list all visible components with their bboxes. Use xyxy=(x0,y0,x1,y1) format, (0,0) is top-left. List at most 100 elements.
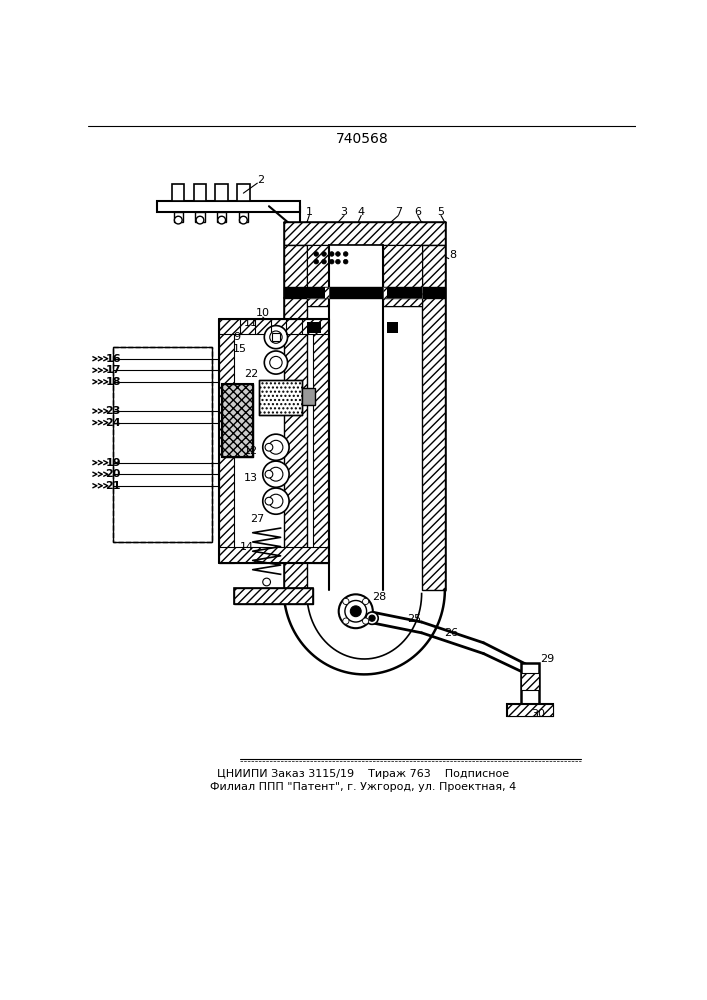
Bar xyxy=(383,287,421,298)
Text: 11: 11 xyxy=(244,318,258,328)
Circle shape xyxy=(345,600,367,622)
Circle shape xyxy=(218,216,226,224)
Circle shape xyxy=(263,461,289,487)
Circle shape xyxy=(263,578,271,586)
Bar xyxy=(421,245,445,590)
Bar xyxy=(521,673,539,690)
Bar xyxy=(301,388,315,405)
Bar xyxy=(307,287,329,298)
Circle shape xyxy=(366,612,378,624)
Bar xyxy=(113,347,212,542)
Text: 23: 23 xyxy=(105,406,121,416)
Circle shape xyxy=(265,497,273,505)
Bar xyxy=(284,222,445,245)
Bar xyxy=(234,588,313,604)
Bar xyxy=(307,245,329,306)
Circle shape xyxy=(343,618,349,624)
Bar xyxy=(259,380,301,415)
Circle shape xyxy=(363,598,369,605)
Bar xyxy=(234,588,313,604)
Bar xyxy=(507,704,554,716)
Bar xyxy=(313,319,329,563)
Bar xyxy=(383,287,421,298)
Text: ЦНИИПИ Заказ 3115/19    Тираж 763    Подписное: ЦНИИПИ Заказ 3115/19 Тираж 763 Подписное xyxy=(216,769,509,779)
Text: 13: 13 xyxy=(244,473,258,483)
Bar xyxy=(507,704,554,716)
Text: 16: 16 xyxy=(105,354,121,364)
Text: 22: 22 xyxy=(244,369,258,379)
Text: 10: 10 xyxy=(256,308,270,318)
Circle shape xyxy=(363,618,369,624)
Circle shape xyxy=(314,252,319,256)
Circle shape xyxy=(344,259,348,264)
Circle shape xyxy=(314,259,319,264)
Text: 21: 21 xyxy=(105,481,121,491)
Circle shape xyxy=(269,467,283,481)
Bar xyxy=(217,212,226,222)
Circle shape xyxy=(329,252,334,256)
Circle shape xyxy=(240,216,247,224)
Text: 740568: 740568 xyxy=(337,132,389,146)
Text: 7: 7 xyxy=(395,207,402,217)
Circle shape xyxy=(270,331,282,343)
Text: 17: 17 xyxy=(105,365,121,375)
Text: 4: 4 xyxy=(358,207,365,217)
Text: 30: 30 xyxy=(531,709,545,719)
Text: 24: 24 xyxy=(105,418,121,428)
Bar xyxy=(218,319,329,334)
Bar xyxy=(383,245,421,306)
Bar xyxy=(307,287,329,298)
Text: 27: 27 xyxy=(250,514,264,524)
Circle shape xyxy=(339,594,373,628)
Bar xyxy=(195,212,204,222)
Circle shape xyxy=(336,252,340,256)
Bar xyxy=(239,212,248,222)
Text: 1: 1 xyxy=(305,207,312,217)
Bar xyxy=(156,201,300,212)
Text: Филиал ППП "Патент", г. Ужгород, ул. Проектная, 4: Филиал ППП "Патент", г. Ужгород, ул. Про… xyxy=(209,782,516,792)
Bar xyxy=(521,663,539,705)
Bar xyxy=(174,212,183,222)
Bar xyxy=(329,245,382,590)
Circle shape xyxy=(263,488,289,514)
Text: 15: 15 xyxy=(233,344,247,354)
Circle shape xyxy=(344,252,348,256)
Circle shape xyxy=(329,259,334,264)
Circle shape xyxy=(264,351,288,374)
Text: 6: 6 xyxy=(414,207,421,217)
Text: 19: 19 xyxy=(105,458,121,468)
Bar xyxy=(307,322,321,333)
Bar xyxy=(223,384,253,457)
Text: 3: 3 xyxy=(341,207,348,217)
Text: 12: 12 xyxy=(244,446,258,456)
Circle shape xyxy=(265,443,273,451)
Text: 18: 18 xyxy=(105,377,121,387)
Text: 28: 28 xyxy=(372,592,386,602)
Text: 29: 29 xyxy=(540,654,554,664)
Circle shape xyxy=(322,252,327,256)
Circle shape xyxy=(196,216,204,224)
Bar xyxy=(383,245,421,306)
Bar xyxy=(172,184,185,201)
Text: 25: 25 xyxy=(407,614,421,624)
Bar xyxy=(194,184,206,201)
Text: 26: 26 xyxy=(444,628,458,638)
Bar xyxy=(113,347,212,542)
Bar xyxy=(216,184,228,201)
Bar xyxy=(329,245,383,287)
Bar xyxy=(272,333,280,341)
Circle shape xyxy=(269,440,283,454)
Text: 5: 5 xyxy=(438,207,445,217)
Circle shape xyxy=(269,494,283,508)
Bar xyxy=(284,245,307,590)
Circle shape xyxy=(175,216,182,224)
Circle shape xyxy=(264,326,288,349)
Bar xyxy=(223,384,253,457)
Text: 8: 8 xyxy=(449,250,456,260)
Text: 20: 20 xyxy=(105,469,121,479)
Circle shape xyxy=(336,259,340,264)
Text: 14: 14 xyxy=(240,542,255,552)
Bar xyxy=(237,184,250,201)
Bar xyxy=(387,287,421,298)
Bar xyxy=(284,287,445,298)
